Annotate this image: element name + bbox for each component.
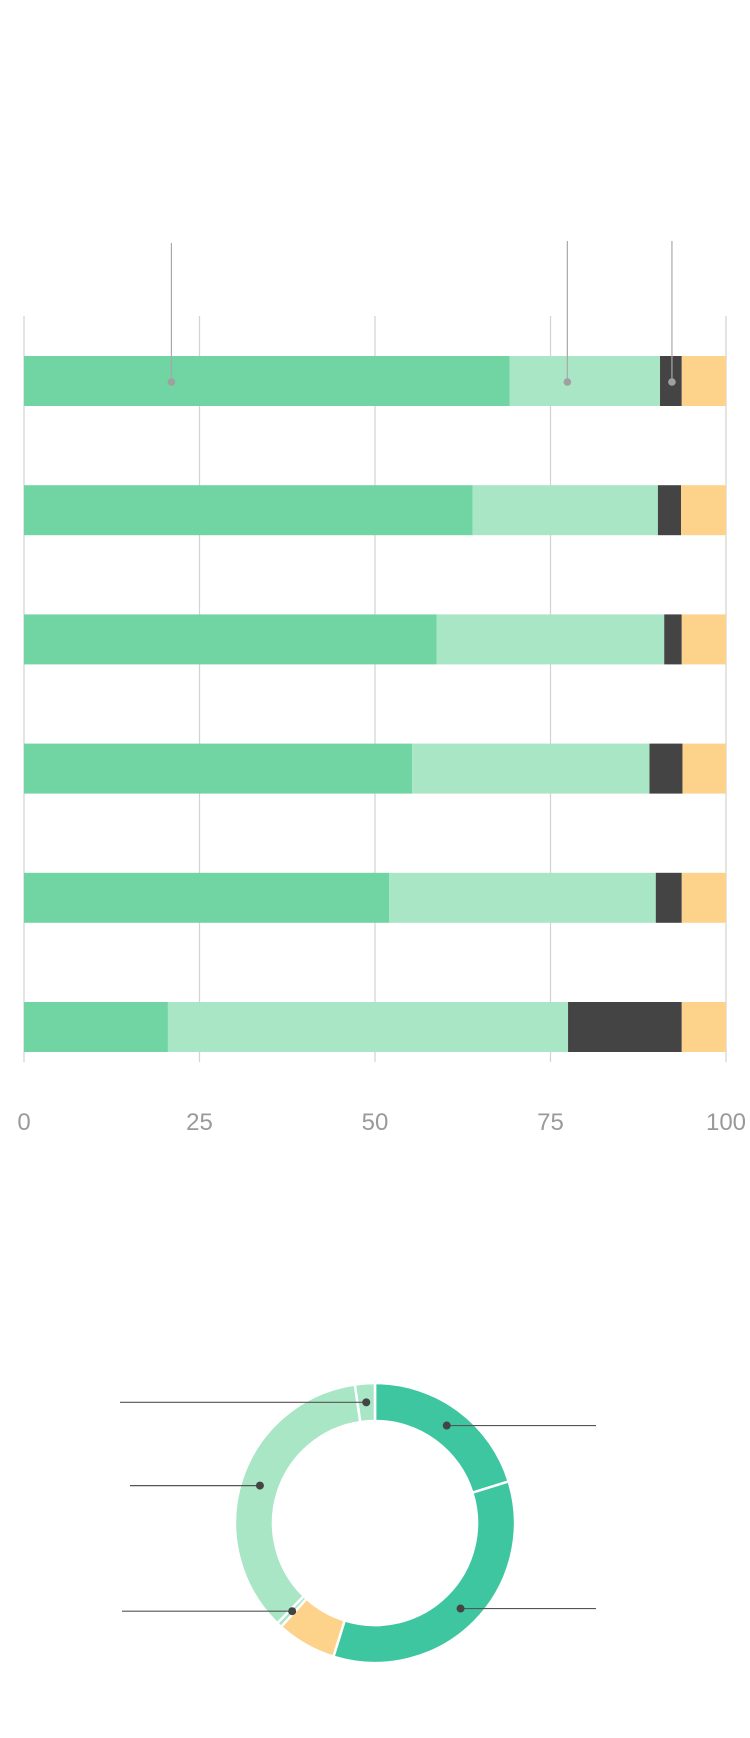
- bar-segment: [472, 485, 658, 536]
- bar-segment: [24, 743, 413, 794]
- bar-segment: [167, 1002, 569, 1052]
- bar-chart-x-axis: 0 25 50 75 100: [17, 1109, 746, 1136]
- bar-chart-callouts: [167, 241, 676, 386]
- bar-chart-gridlines: [23, 316, 727, 1062]
- x-tick-label: 25: [186, 1109, 213, 1136]
- bar-segment: [568, 1002, 682, 1052]
- bar-segment: [655, 872, 682, 923]
- donut-slice: [332, 1480, 517, 1665]
- callout-marker: [563, 378, 572, 386]
- bar-segment: [682, 743, 726, 794]
- bar-segment: [649, 743, 683, 794]
- bar-segment: [24, 872, 390, 923]
- bar-segment: [509, 356, 661, 406]
- bar-segment: [24, 1002, 168, 1052]
- leader-dot: [442, 1421, 451, 1430]
- leader-dot: [288, 1607, 297, 1616]
- bar-segment: [681, 614, 726, 665]
- bar-segment: [24, 485, 473, 536]
- bar-segment: [681, 485, 726, 536]
- bar-segment: [436, 614, 665, 665]
- bar-segment: [681, 872, 726, 923]
- x-tick-label: 100: [706, 1109, 746, 1136]
- bar-segment: [412, 743, 650, 794]
- callout-marker: [668, 378, 676, 386]
- x-tick-label: 75: [537, 1109, 564, 1136]
- leader-dot: [456, 1604, 465, 1613]
- bar-segment: [24, 614, 437, 665]
- donut-slice: [373, 1381, 510, 1494]
- x-tick-label: 0: [17, 1109, 30, 1136]
- bar-segment: [24, 356, 510, 406]
- bar-chart-bars: [24, 356, 726, 1052]
- leader-dot: [362, 1398, 371, 1407]
- bar-segment: [657, 485, 682, 536]
- bar-segment: [681, 1002, 726, 1052]
- x-tick-label: 50: [362, 1109, 389, 1136]
- bar-segment: [389, 872, 656, 923]
- leader-dot: [255, 1481, 264, 1490]
- callout-marker: [167, 378, 176, 386]
- bar-segment: [664, 614, 682, 665]
- bar-segment: [681, 356, 726, 406]
- donut-slice: [233, 1383, 362, 1625]
- donut-chart: [120, 1381, 596, 1665]
